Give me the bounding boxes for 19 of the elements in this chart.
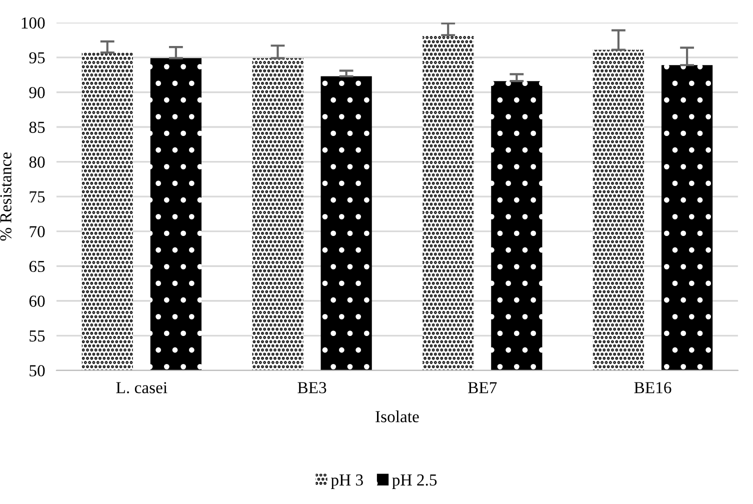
y-tick-label: 75 <box>30 191 45 203</box>
y-tick-label: 95 <box>29 52 45 64</box>
y-tick-label: 90 <box>29 86 45 98</box>
legend-label: pH 2.5 <box>392 474 437 489</box>
x-tick-label: BE16 <box>634 382 672 394</box>
legend-label: pH 3 <box>330 474 363 489</box>
y-tick-label: 100 <box>22 17 45 29</box>
x-tick-label: BE3 <box>298 382 326 394</box>
y-tick-label: 80 <box>29 156 45 168</box>
x-tick-label: L. casei <box>116 382 168 394</box>
y-tick-label: 85 <box>29 122 45 133</box>
y-tick-label: 50 <box>30 365 45 376</box>
x-tick-label: BE7 <box>468 382 497 394</box>
y-axis-title: % Resistance <box>0 152 12 241</box>
y-tick-label: 55 <box>30 330 45 342</box>
y-tick-label: 70 <box>30 226 45 238</box>
y-tick-label: 60 <box>29 296 45 307</box>
x-axis-title: Isolate <box>376 410 419 422</box>
y-tick-label: 65 <box>29 260 45 272</box>
